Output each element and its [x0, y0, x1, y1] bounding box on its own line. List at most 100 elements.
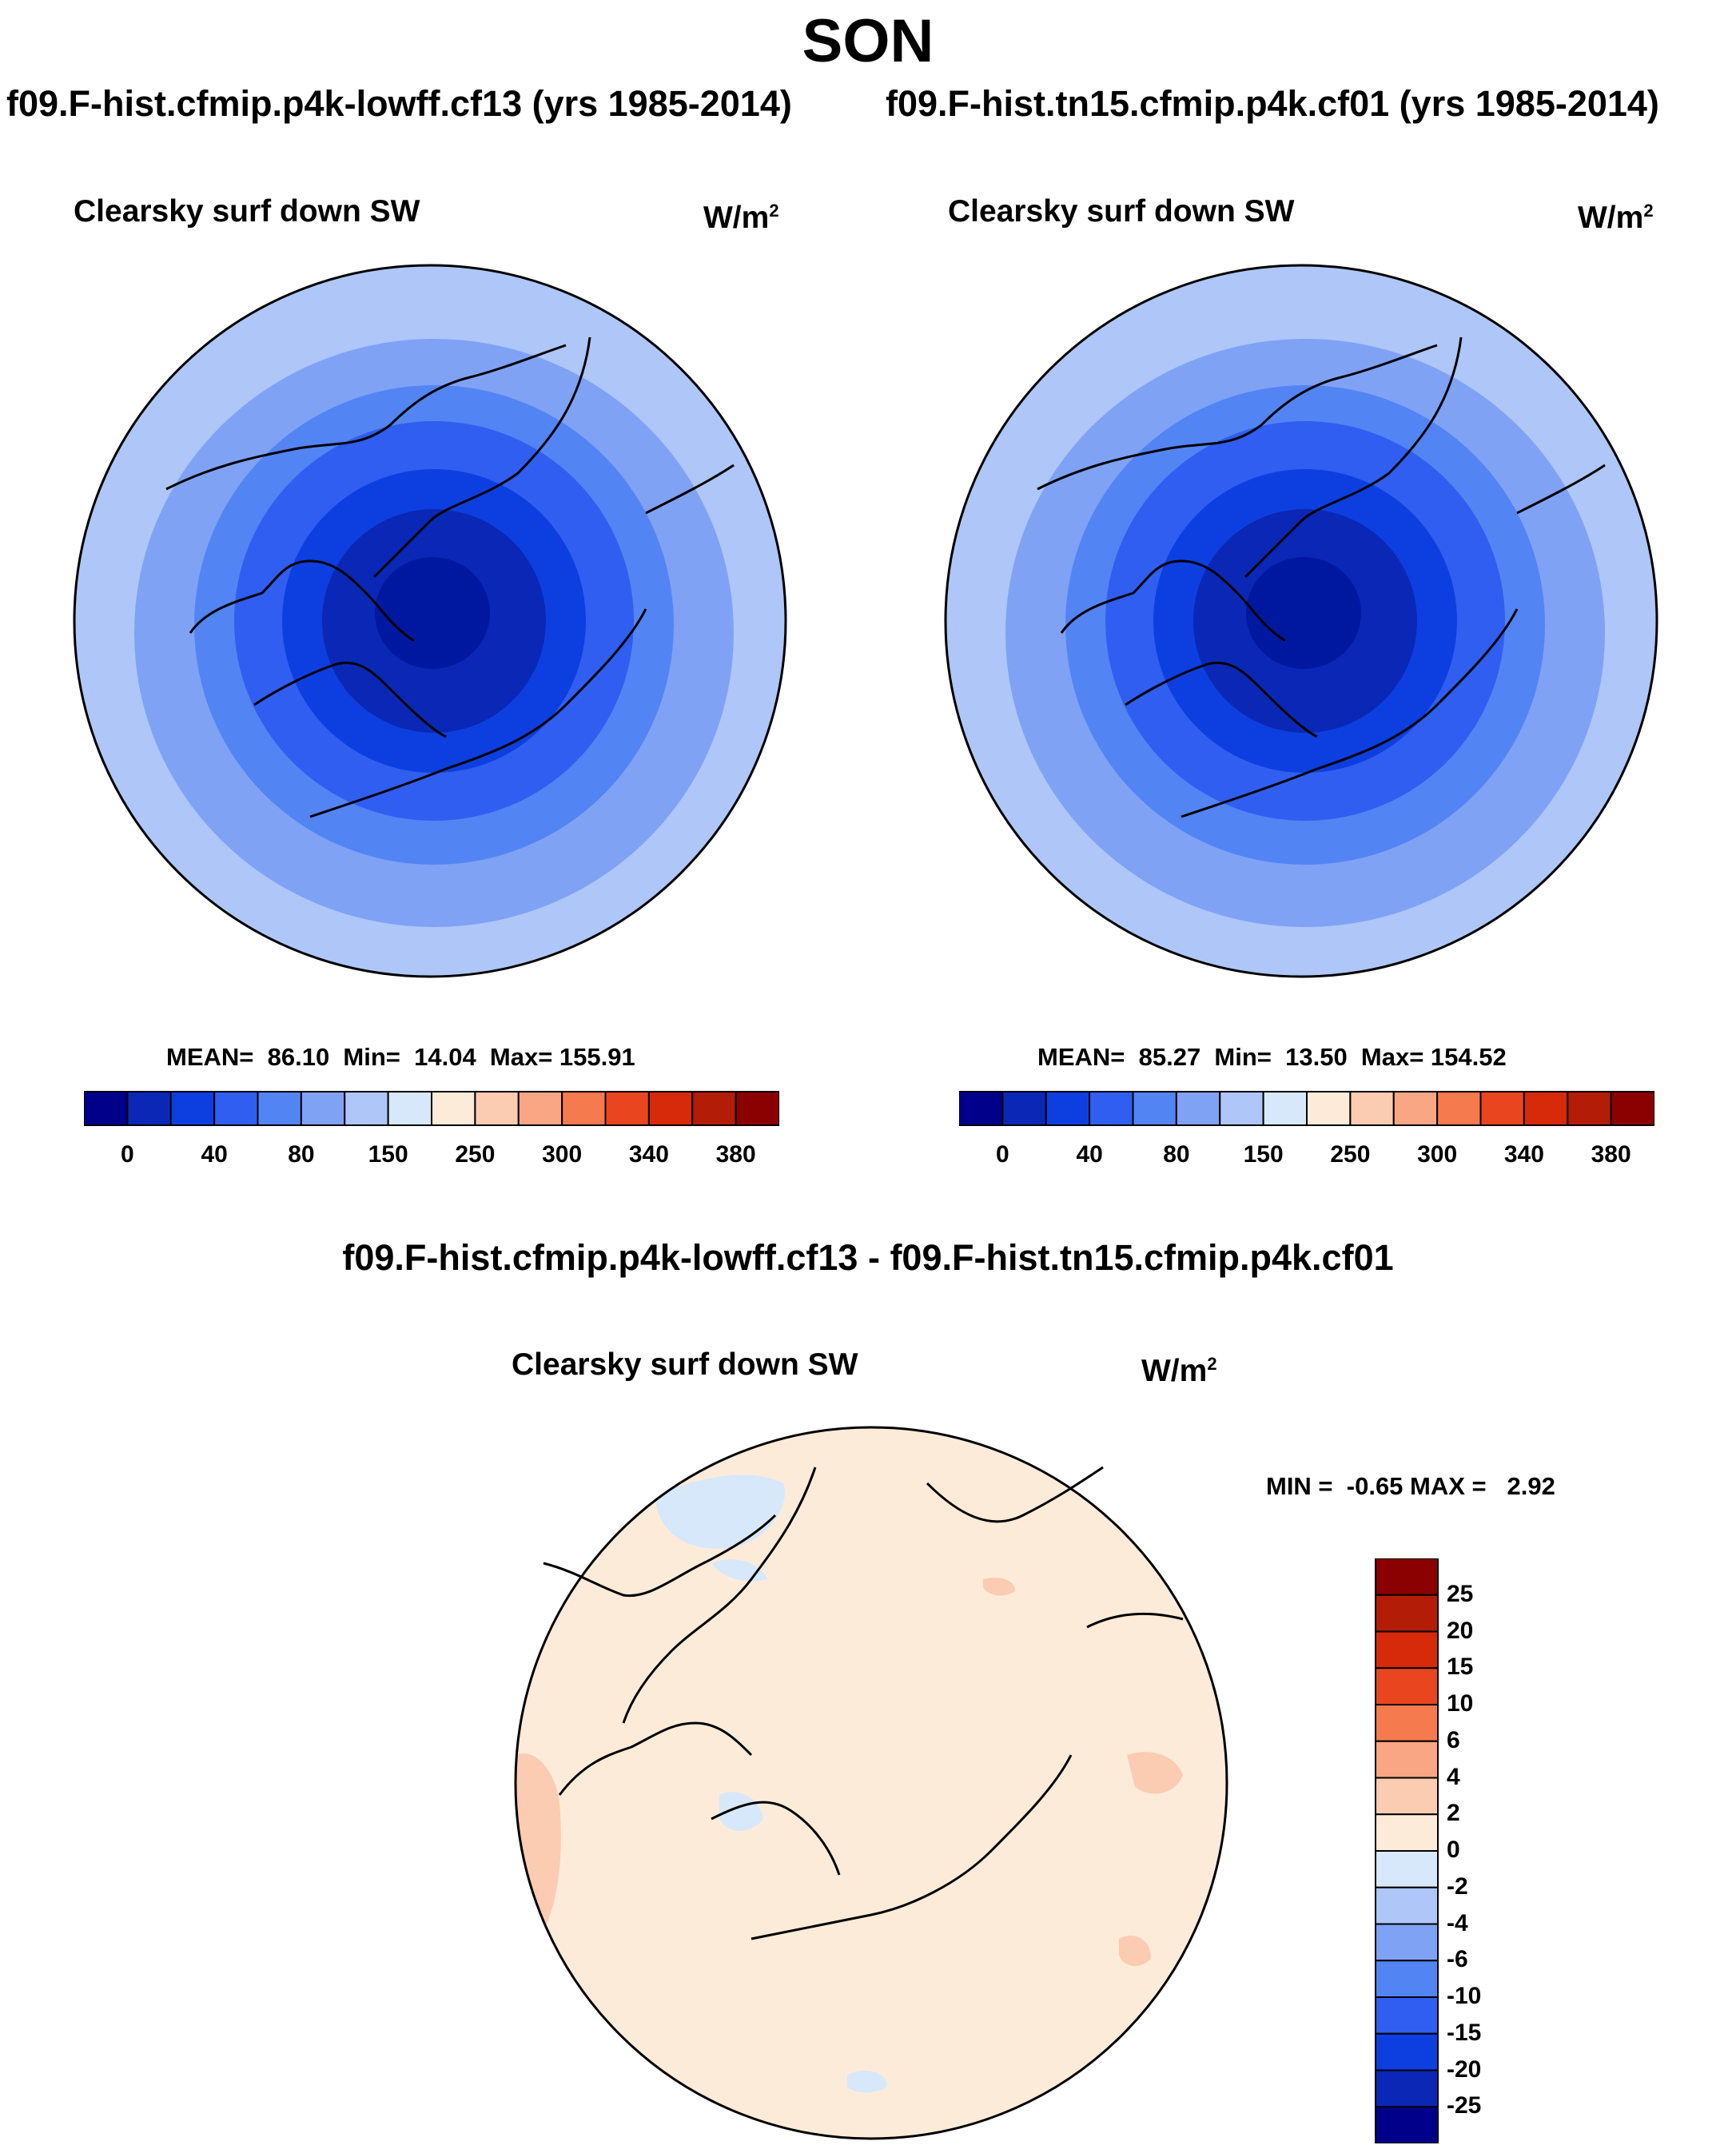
colorbar-swatch	[1001, 1091, 1047, 1126]
colorbar-swatch	[1375, 1996, 1439, 2035]
colorbar-swatch	[213, 1091, 259, 1126]
colorbar-tick-label: 0	[996, 1141, 1009, 1168]
positive-patch-east	[1127, 1752, 1183, 1794]
colorbar-swatch	[1375, 1813, 1439, 1852]
colorbar-tick-label: 80	[1163, 1141, 1190, 1168]
colorbar-swatch	[517, 1091, 563, 1126]
left-units: W/m2	[703, 201, 779, 235]
colorbar-tick-label: 300	[542, 1141, 583, 1168]
colorbar-swatch	[300, 1091, 346, 1126]
colorbar-swatch	[1375, 2069, 1439, 2108]
colorbar-swatch	[1375, 1886, 1439, 1925]
colorbar-tick-label: 2	[1447, 1800, 1460, 1827]
right-colorbar-ticks: 0 40 80 150 250 300 340 380	[959, 1141, 1654, 1173]
colorbar-swatch	[647, 1091, 694, 1126]
contour-0-20	[1246, 557, 1361, 669]
right-polar-map	[944, 264, 1658, 978]
negative-patch-bay	[719, 1792, 763, 1831]
map-boundary	[514, 1426, 1228, 2140]
map-boundary	[944, 264, 1658, 978]
coastlines	[543, 1466, 1184, 1940]
colorbar-swatch	[1375, 1594, 1439, 1633]
season-title: SON	[802, 7, 934, 75]
colorbar-tick-label: 15	[1447, 1654, 1474, 1681]
right-panel-title: Clearsky surf down SW	[948, 194, 1295, 229]
colorbar-swatch	[84, 1091, 129, 1126]
right-stats: MEAN= 85.27 Min= 13.50 Max= 154.52	[1037, 1043, 1507, 1071]
colorbar-swatch	[1375, 1630, 1439, 1669]
colorbar-tick-label: 150	[368, 1141, 408, 1168]
colorbar-swatch	[126, 1091, 172, 1126]
colorbar-swatch	[1375, 1777, 1439, 1816]
colorbar-swatch	[1375, 1850, 1439, 1888]
colorbar-swatch	[431, 1091, 476, 1126]
positive-patch-southeast	[1119, 1936, 1151, 1967]
colorbar-swatch	[1375, 2032, 1439, 2071]
colorbar-swatch	[1375, 2106, 1439, 2143]
colorbar-swatch	[1567, 1091, 1612, 1126]
colorbar-swatch	[1392, 1091, 1439, 1126]
colorbar-swatch	[1219, 1091, 1264, 1126]
colorbar-swatch	[959, 1091, 1004, 1126]
colorbar-tick-label: 6	[1447, 1726, 1460, 1753]
left-polar-map	[73, 264, 787, 978]
colorbar-tick-label: 380	[715, 1141, 756, 1168]
colorbar-swatch	[169, 1091, 216, 1126]
colorbar-swatch	[604, 1091, 650, 1126]
colorbar-swatch	[1436, 1091, 1482, 1126]
colorbar-tick-label: 0	[1447, 1837, 1460, 1863]
colorbar-tick-label: 80	[288, 1141, 315, 1168]
left-colorbar-ticks: 0 40 80 150 250 300 340 380	[84, 1141, 779, 1173]
colorbar-tick-label: 150	[1243, 1141, 1284, 1168]
colorbar-swatch	[1349, 1091, 1395, 1126]
colorbar-swatch	[1089, 1091, 1134, 1126]
colorbar-tick-label: 40	[1076, 1141, 1103, 1168]
left-stats: MEAN= 86.10 Min= 14.04 Max= 155.91	[166, 1043, 635, 1071]
colorbar-tick-label: -25	[1447, 2092, 1482, 2119]
colorbar-swatch	[1375, 1667, 1439, 1705]
colorbar-swatch	[1610, 1091, 1654, 1126]
colorbar-swatch	[735, 1091, 779, 1126]
colorbar-swatch	[387, 1091, 432, 1126]
colorbar-swatch	[1375, 1923, 1439, 1962]
colorbar-swatch	[1306, 1091, 1352, 1126]
left-colorbar	[84, 1091, 779, 1126]
colorbar-tick-label: -10	[1447, 1983, 1482, 2009]
diff-stats: MIN = -0.65 MAX = 2.92	[1266, 1472, 1555, 1500]
colorbar-tick-label: 25	[1447, 1580, 1474, 1607]
colorbar-swatch	[1523, 1091, 1569, 1126]
colorbar-swatch	[561, 1091, 607, 1126]
negative-patch-north	[655, 1474, 785, 1549]
right-units: W/m2	[1578, 201, 1654, 235]
colorbar-tick-label: 20	[1447, 1617, 1474, 1644]
colorbar-tick-label: 380	[1591, 1141, 1631, 1168]
left-panel-title: Clearsky surf down SW	[74, 194, 420, 229]
colorbar-tick-label: 250	[455, 1141, 496, 1168]
colorbar-swatch	[1375, 1740, 1439, 1779]
contour-0-20	[375, 557, 490, 669]
colorbar-tick-label: -15	[1447, 2019, 1482, 2046]
diff-units: W/m2	[1141, 1354, 1217, 1388]
right-colorbar	[959, 1091, 1654, 1126]
map-boundary	[73, 264, 787, 978]
colorbar-tick-label: -2	[1447, 1872, 1468, 1900]
coastlines	[165, 336, 735, 818]
colorbar-tick-label: 40	[201, 1141, 228, 1168]
colorbar-swatch	[1262, 1091, 1308, 1126]
difference-colorbar-ticks: 25 20 15 10 6 4 2 0 -2 -4 -6 -10 -15 -20 -25	[1447, 1558, 1543, 2143]
diff-panel-title: Clearsky surf down SW	[512, 1347, 858, 1382]
contour-0-2	[516, 1427, 1227, 2139]
colorbar-swatch	[1375, 1704, 1439, 1742]
difference-polar-map	[514, 1426, 1228, 2140]
colorbar-swatch	[1132, 1091, 1177, 1126]
colorbar-swatch	[474, 1091, 520, 1126]
colorbar-tick-label: 4	[1447, 1763, 1460, 1790]
positive-patch-northeast	[983, 1578, 1015, 1596]
case1-title: f09.F-hist.cfmip.p4k-lowff.cf13 (yrs 198…	[6, 83, 792, 124]
colorbar-tick-label: -20	[1447, 2055, 1482, 2083]
colorbar-tick-label: 10	[1447, 1690, 1474, 1717]
colorbar-swatch	[1375, 1558, 1439, 1596]
colorbar-tick-label: 340	[1503, 1141, 1544, 1168]
colorbar-swatch	[1175, 1091, 1221, 1126]
colorbar-swatch	[691, 1091, 737, 1126]
